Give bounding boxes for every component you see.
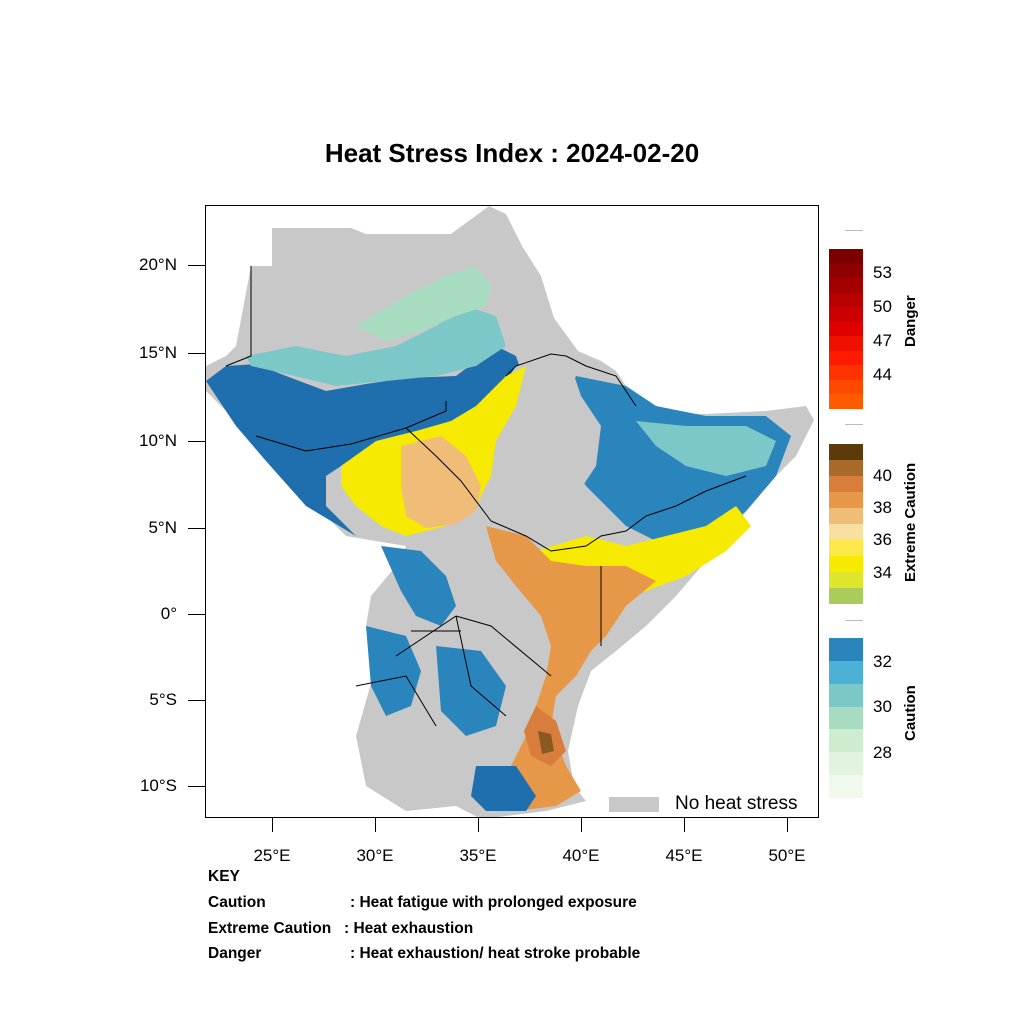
danger-colorbar-cell	[829, 350, 863, 366]
heat-stress-map	[206, 206, 814, 817]
lat-tick	[188, 786, 205, 787]
lon-label: 45°E	[665, 846, 703, 865]
extreme-caution-colorbar	[829, 444, 863, 604]
extreme-caution-colorbar-cell	[829, 540, 863, 556]
caution-tick: 28	[873, 743, 892, 762]
caution-colorbar-cell	[829, 683, 863, 707]
lon-tick	[375, 818, 376, 832]
lat-tick	[188, 528, 205, 529]
lat-label: 0°	[160, 604, 177, 623]
danger-tick: 44	[873, 365, 892, 384]
extreme-caution-tick: 38	[873, 498, 892, 517]
lon-tick	[684, 818, 685, 832]
lon-label: 35°E	[459, 846, 497, 865]
lat-tick	[188, 614, 205, 615]
hotspot-brown	[538, 731, 554, 754]
lat-label: 15°N	[139, 343, 177, 362]
danger-colorbar-cell	[829, 278, 863, 293]
lakes-blue	[381, 546, 456, 626]
extreme-caution-colorbar-cell	[829, 476, 863, 492]
danger-colorbar-cell	[829, 321, 863, 337]
no-heat-stress-swatch	[609, 797, 659, 812]
extreme-caution-colorbar-cell	[829, 556, 863, 572]
extreme-caution-title: Extreme Caution	[902, 462, 919, 582]
key-heading: KEY	[208, 868, 240, 885]
extreme-caution-colorbar-cell	[829, 524, 863, 540]
extreme-caution-colorbar-cell	[829, 508, 863, 524]
extreme-caution-colorbar-cell	[829, 444, 863, 460]
lat-tick	[188, 353, 205, 354]
key-desc: : Heat fatigue with prolonged exposure	[350, 894, 637, 911]
danger-colorbar-cell	[829, 263, 863, 279]
caution-tick: 32	[873, 652, 892, 671]
caution-colorbar-cell	[829, 775, 863, 798]
no-heat-stress-legend: No heat stress	[605, 792, 815, 816]
sahel-mint	[356, 266, 491, 341]
lon-label: 40°E	[562, 846, 600, 865]
lat-tick	[188, 700, 205, 701]
caution-tick: 30	[873, 697, 892, 716]
no-heat-stress-label: No heat stress	[675, 793, 798, 814]
danger-colorbar-cell	[829, 292, 863, 308]
danger-tick: 47	[873, 331, 892, 350]
country-borders	[225, 266, 747, 727]
key-term: Caution	[208, 894, 266, 911]
danger-colorbar-cell	[829, 336, 863, 351]
extreme-caution-tick: 34	[873, 563, 892, 582]
sahel-blue	[206, 346, 526, 536]
lat-label: 20°N	[139, 255, 177, 274]
danger-colorbar-cell	[829, 365, 863, 380]
danger-colorbar-cell	[829, 249, 863, 264]
extreme-caution-colorbar-cell	[829, 492, 863, 508]
key-desc: : Heat exhaustion	[344, 920, 474, 937]
map-panel	[205, 205, 819, 818]
danger-colorbar-cell	[829, 394, 863, 409]
lon-tick	[787, 818, 788, 832]
caution-colorbar-cell	[829, 660, 863, 684]
danger-title: Danger	[902, 295, 919, 347]
lon-label: 25°E	[253, 846, 291, 865]
south-blue	[471, 766, 536, 811]
lat-label: 5°N	[148, 518, 177, 537]
lon-label: 50°E	[768, 846, 806, 865]
lat-tick	[188, 265, 205, 266]
highlands-blue	[556, 376, 791, 546]
lon-label: 30°E	[356, 846, 394, 865]
sahel-teal	[246, 306, 506, 386]
map-title: Heat Stress Index : 2024-02-20	[324, 138, 700, 168]
lat-label: 10°S	[139, 776, 177, 795]
caution-colorbar-cell	[829, 638, 863, 661]
tanzania-blue	[436, 646, 506, 736]
danger-colorbar-cell	[829, 379, 863, 395]
danger-tick: 53	[873, 263, 892, 282]
caution-colorbar-cell	[829, 752, 863, 776]
lon-tick	[478, 818, 479, 832]
lat-tick	[188, 441, 205, 442]
key-term: Danger	[208, 945, 262, 962]
lon-tick	[581, 818, 582, 832]
danger-tick: 50	[873, 297, 892, 316]
somalia-teal	[636, 421, 776, 476]
caution-colorbar	[829, 638, 863, 798]
caution-title: Caution	[902, 685, 919, 741]
extreme-caution-colorbar-cell	[829, 588, 863, 604]
lat-label: 5°S	[149, 690, 177, 709]
colorbar-separator	[845, 230, 863, 231]
extreme-caution-tick: 36	[873, 530, 892, 549]
lat-label: 10°N	[139, 431, 177, 450]
colorbar-separator	[845, 620, 863, 621]
key-term: Extreme Caution	[208, 920, 332, 937]
colorbar-separator	[845, 424, 863, 425]
danger-colorbar	[829, 249, 863, 409]
caution-colorbar-cell	[829, 729, 863, 753]
caution-colorbar-cell	[829, 706, 863, 730]
extreme-caution-tick: 40	[873, 466, 892, 485]
lon-tick	[272, 818, 273, 832]
extreme-caution-colorbar-cell	[829, 572, 863, 588]
danger-colorbar-cell	[829, 307, 863, 322]
key-desc: : Heat exhaustion/ heat stroke probable	[350, 945, 641, 962]
extreme-caution-colorbar-cell	[829, 460, 863, 476]
southsudan-tan	[401, 436, 481, 528]
